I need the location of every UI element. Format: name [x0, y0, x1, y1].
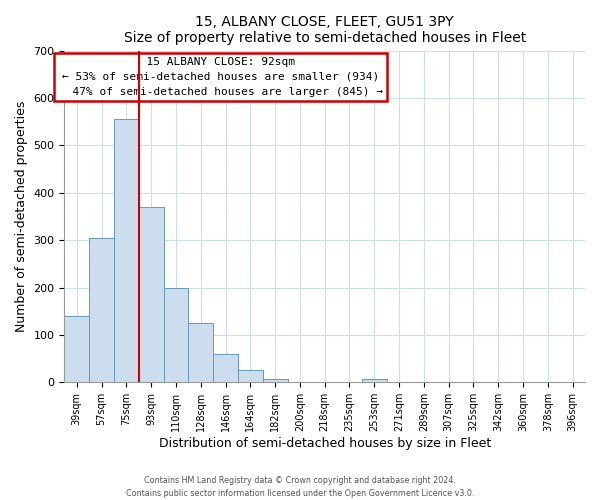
- Bar: [362, 378, 386, 382]
- Text: 15 ALBANY CLOSE: 92sqm  
← 53% of semi-detached houses are smaller (934)
  47% o: 15 ALBANY CLOSE: 92sqm ← 53% of semi-det…: [59, 57, 383, 97]
- Bar: [139, 207, 164, 382]
- X-axis label: Distribution of semi-detached houses by size in Fleet: Distribution of semi-detached houses by …: [158, 437, 491, 450]
- Bar: [89, 238, 114, 382]
- Bar: [263, 378, 287, 382]
- Title: 15, ALBANY CLOSE, FLEET, GU51 3PY
Size of property relative to semi-detached hou: 15, ALBANY CLOSE, FLEET, GU51 3PY Size o…: [124, 15, 526, 45]
- Bar: [114, 120, 139, 382]
- Bar: [213, 354, 238, 382]
- Y-axis label: Number of semi-detached properties: Number of semi-detached properties: [15, 101, 28, 332]
- Bar: [64, 316, 89, 382]
- Bar: [164, 288, 188, 382]
- Bar: [238, 370, 263, 382]
- Bar: [188, 323, 213, 382]
- Text: Contains HM Land Registry data © Crown copyright and database right 2024.
Contai: Contains HM Land Registry data © Crown c…: [126, 476, 474, 498]
